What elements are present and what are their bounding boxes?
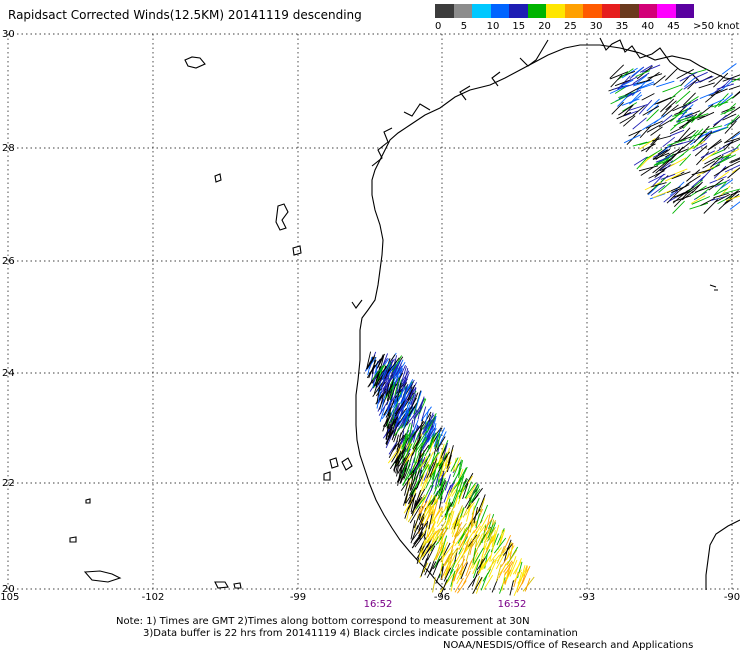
latitude-label: 30 <box>2 29 15 40</box>
longitude-label: -93 <box>579 592 595 603</box>
latitude-label: 24 <box>2 368 15 379</box>
longitude-label: -102 <box>142 592 165 603</box>
longitude-label: -96 <box>434 592 450 603</box>
latitude-label: 28 <box>2 143 15 154</box>
longitude-label: -90 <box>724 592 740 603</box>
pass-time-label-1: 16:52 <box>364 599 393 610</box>
note-line-1: Note: 1) Times are GMT 2)Times along bot… <box>116 616 530 627</box>
latitude-label: 22 <box>2 478 15 489</box>
latitude-label: 26 <box>2 256 15 267</box>
longitude-label: -99 <box>290 592 306 603</box>
latitude-label: 20 <box>2 584 15 595</box>
note-line-3: NOAA/NESDIS/Office of Research and Appli… <box>443 640 693 651</box>
pass-time-label-2: 16:52 <box>498 599 527 610</box>
note-line-2: 3)Data buffer is 22 hrs from 20141119 4)… <box>143 628 578 639</box>
